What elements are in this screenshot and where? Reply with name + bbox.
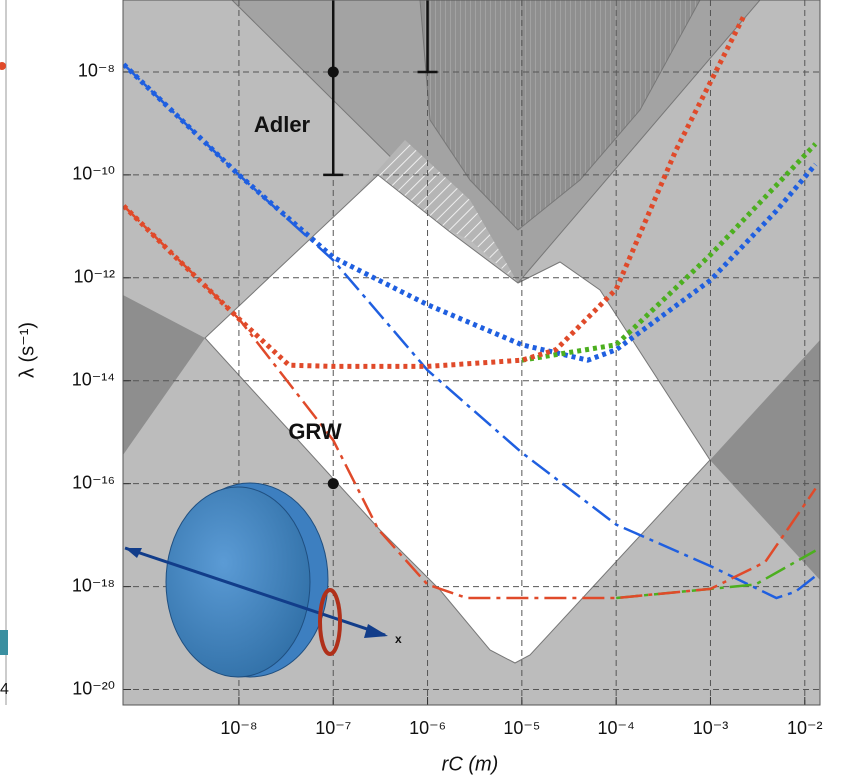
y-tick-label: 10⁻¹⁸	[72, 575, 115, 595]
fragment-label: 4	[0, 681, 9, 698]
x-tick-label: 10⁻²	[787, 718, 823, 738]
y-tick-label: 10⁻¹⁰	[72, 164, 115, 184]
x-tick-label: 10⁻⁴	[598, 718, 635, 738]
disk-face	[166, 487, 310, 677]
point	[328, 66, 339, 77]
x-tick-label: 10⁻³	[693, 718, 729, 738]
fragment-dot	[0, 62, 6, 70]
point	[328, 478, 339, 489]
x-tick-label: 10⁻⁵	[503, 718, 540, 738]
y-axis-label: λ (s⁻¹)	[16, 322, 38, 378]
x-axis-label: rC (m)	[442, 753, 499, 775]
y-tick-label: 10⁻⁸	[78, 61, 115, 81]
x-tick-label: 10⁻⁶	[409, 718, 446, 738]
x-tick-label: 10⁻⁸	[220, 718, 257, 738]
y-tick-label: 10⁻¹²	[73, 267, 115, 287]
y-tick-label: 10⁻²⁰	[72, 678, 115, 698]
annotation: GRW	[288, 419, 342, 444]
chart: 4 x Adler GRW rC (m) λ (s⁻¹) 10⁻⁸ 10⁻⁷ 10⁻…	[0, 0, 843, 782]
annotation: Adler	[254, 112, 311, 137]
fragment-shape	[0, 630, 8, 655]
page: {"chart_data": { "type": "line", "log_x"…	[0, 0, 843, 782]
x-tick-label: 10⁻⁷	[315, 718, 351, 738]
inset-label: x	[395, 632, 402, 646]
y-tick-label: 10⁻¹⁴	[72, 369, 115, 389]
y-tick-label: 10⁻¹⁶	[72, 472, 115, 492]
